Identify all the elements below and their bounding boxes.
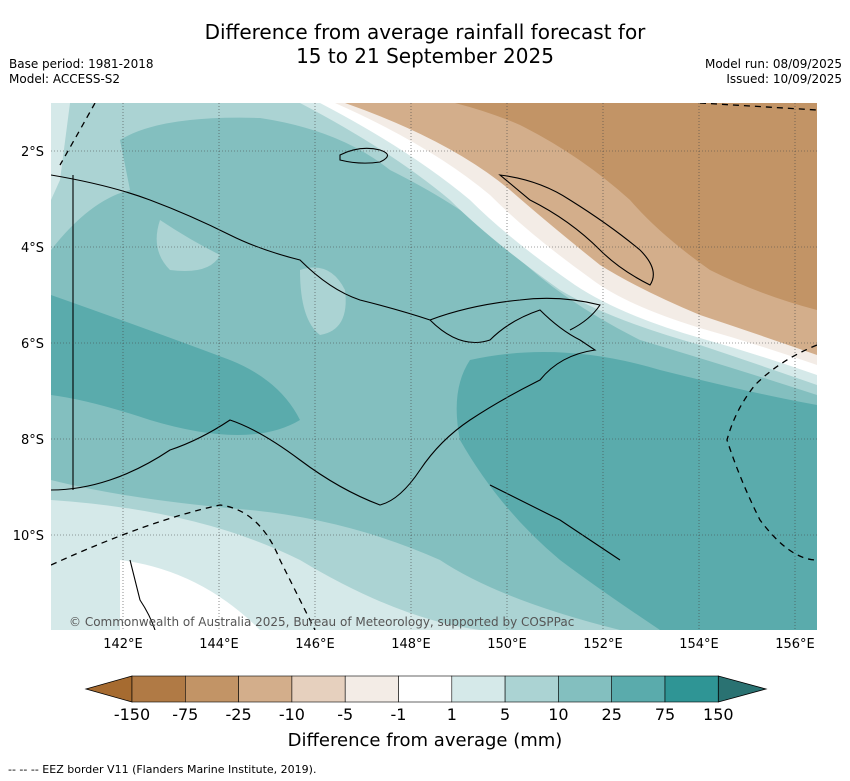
y-tick-label: 10°S [13,529,44,544]
x-tick-label: 150°E [487,637,527,652]
colorbar-label: -1 [390,705,407,724]
colorbar-label: 25 [601,705,622,724]
colorbar-label: -75 [172,705,199,724]
colorbar-swatch [131,675,186,703]
eez-borders [51,103,817,630]
new-ireland-coast [498,174,654,286]
x-axis-ticks: 142°E 144°E 146°E 148°E 150°E 152°E 154°E 156°E [103,637,815,652]
x-tick-label: 144°E [199,637,239,652]
gridlines [51,103,817,630]
cape-york-coast [129,559,156,630]
y-tick-label: 8°S [21,433,44,448]
x-tick-label: 146°E [295,637,335,652]
colorbar-title: Difference from average (mm) [287,730,563,751]
islands-coast [489,484,621,561]
y-tick-label: 2°S [21,145,44,160]
x-tick-label: 152°E [583,637,623,652]
pocket-light [300,267,346,335]
coastlines [51,147,654,630]
new-britain-coast [429,297,601,331]
colorbar-swatch [185,675,239,703]
colorbar-label: 150 [703,705,734,724]
colorbar-swatch [291,675,346,703]
base-period: Base period: 1981-2018 [9,57,154,71]
copyright-text: © Commonwealth of Australia 2025, Bureau… [69,615,574,629]
colorbar-swatch [558,675,613,703]
colorbar-label: 10 [548,705,569,724]
y-tick-label: 4°S [21,241,44,256]
colorbar-swatch [611,675,666,703]
colorbar [84,675,768,703]
colorbar-label: 75 [654,705,676,724]
colorbar-swatch [664,675,719,703]
colorbar-swatch [504,675,559,703]
colorbar-label: -10 [278,705,305,724]
colorbar-label: -5 [337,705,354,724]
y-axis-ticks: 2°S 4°S 6°S 8°S 10°S [13,145,44,544]
x-tick-label: 156°E [775,637,815,652]
band-white-south [120,560,260,630]
colorbar-swatch [451,675,506,703]
manus-coast [339,147,389,164]
pocket-light-2 [156,220,220,271]
colorbar-label: -25 [225,705,252,724]
band-minus25 [455,103,817,310]
band-25-75-west [51,295,300,435]
model-name: Model: ACCESS-S2 [9,72,121,86]
colorbar-swatch [398,675,453,703]
colorbar-label: 5 [500,705,511,724]
colorbar-swatch [344,675,399,703]
meta-right: Model run: 08/09/2025 Issued: 10/09/2025 [705,57,842,87]
issued-date: Issued: 10/09/2025 [726,72,842,86]
footer-note: -- -- -- EEZ border V11 (Flanders Marine… [8,763,317,776]
colorbar-extend-left [84,675,133,703]
x-tick-label: 148°E [391,637,431,652]
colorbar-label: 1 [446,705,457,724]
meta-left: Base period: 1981-2018 Model: ACCESS-S2 [9,57,154,87]
x-tick-label: 142°E [103,637,143,652]
title-line-2: 15 to 21 September 2025 [296,44,554,68]
band-25-75-east [456,352,817,630]
colorbar-label: -150 [113,705,151,724]
x-tick-label: 154°E [679,637,719,652]
colorbar-swatch [238,675,293,703]
colorbar-extend-right [717,675,768,703]
model-run: Model run: 08/09/2025 [704,57,842,71]
png-mainland-coast [51,174,597,506]
title-line-1: Difference from average rainfall forecas… [204,20,646,44]
y-tick-label: 6°S [21,337,44,352]
map-panel [51,103,817,630]
chart-title: Difference from average rainfall forecas… [0,20,850,68]
